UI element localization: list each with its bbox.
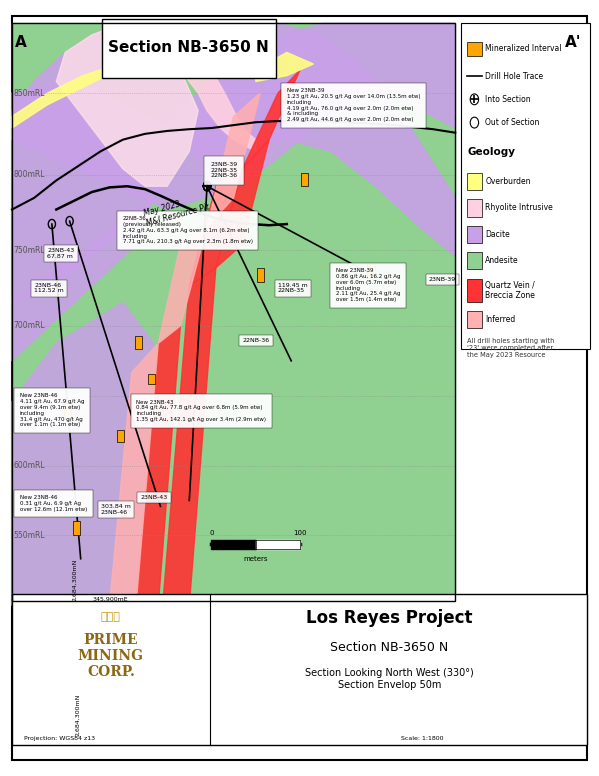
Bar	[467, 252, 482, 269]
Polygon shape	[243, 70, 300, 169]
Polygon shape	[163, 268, 216, 605]
Text: All drill holes starting with
'23' were completed after
the May 2023 Resource: All drill holes starting with '23' were …	[467, 338, 555, 358]
Text: 2,684,300mN: 2,684,300mN	[72, 559, 77, 601]
Polygon shape	[189, 23, 455, 256]
Polygon shape	[56, 23, 198, 186]
Bar	[461, 23, 590, 349]
Polygon shape	[12, 23, 455, 605]
Text: Section NB-3650 N: Section NB-3650 N	[330, 642, 449, 654]
Bar	[12, 23, 455, 605]
Bar	[12, 594, 587, 745]
Polygon shape	[12, 303, 154, 605]
Text: Inferred: Inferred	[485, 315, 516, 324]
Polygon shape	[256, 53, 313, 81]
Text: PRIME
MINING
CORP.: PRIME MINING CORP.	[78, 632, 144, 679]
Text: 23NB-43: 23NB-43	[141, 495, 168, 500]
Text: New 23NB-46
4.11 g/t Au, 67.9 g/t Ag
over 9.4m (9.1m etw)
including
31.4 g/t Au,: New 23NB-46 4.11 g/t Au, 67.9 g/t Ag ove…	[20, 393, 84, 428]
Text: 600mRL: 600mRL	[13, 461, 45, 470]
Text: 850mRL: 850mRL	[13, 88, 45, 98]
Text: Section Looking North West (330°)
Section Envelop 50m: Section Looking North West (330°) Sectio…	[305, 668, 474, 690]
Text: 119.45 m
22NB-35: 119.45 m 22NB-35	[278, 282, 308, 293]
Bar	[117, 429, 124, 442]
Text: May 2023
M&I Resource Pit: May 2023 M&I Resource Pit	[143, 192, 210, 228]
Text: 23NB-39: 23NB-39	[429, 277, 456, 282]
Text: 2,684,300mN: 2,684,300mN	[75, 693, 80, 736]
Text: New 23NB-39
1.23 g/t Au, 20.5 g/t Ag over 14.0m (13.5m etw)
including
4.19 g/t A: New 23NB-39 1.23 g/t Au, 20.5 g/t Ag ove…	[287, 88, 420, 123]
Text: Section NB-3650 N: Section NB-3650 N	[108, 40, 269, 55]
Bar	[256, 268, 264, 282]
Polygon shape	[12, 23, 198, 303]
Text: Drill Hole Trace: Drill Hole Trace	[485, 71, 543, 81]
Polygon shape	[12, 198, 154, 361]
Text: Overburden: Overburden	[485, 177, 531, 186]
Bar	[467, 279, 482, 302]
Text: 23NB-46
112.52 m: 23NB-46 112.52 m	[34, 282, 64, 293]
Polygon shape	[158, 227, 207, 343]
Polygon shape	[12, 23, 455, 210]
Polygon shape	[216, 140, 269, 268]
Text: 22NB-36: 22NB-36	[243, 338, 270, 343]
Text: Quartz Vein /
Breccia Zone: Quartz Vein / Breccia Zone	[485, 281, 535, 300]
Text: Scale: 1:1800: Scale: 1:1800	[401, 736, 443, 741]
Text: 22NB-36
(previously released)
2.42 g/t Au, 63.3 g/t Ag over 8.1m (6.2m etw)
incl: 22NB-36 (previously released) 2.42 g/t A…	[123, 217, 253, 244]
Bar	[72, 521, 80, 535]
Text: 0: 0	[209, 531, 214, 536]
Text: meters: meters	[244, 556, 268, 562]
Text: New 23NB-39
0.86 g/t Au, 16.2 g/t Ag
over 6.0m (5.7m etw)
including
2.11 g/t Au,: New 23NB-39 0.86 g/t Au, 16.2 g/t Ag ove…	[335, 268, 400, 302]
Polygon shape	[207, 93, 260, 227]
Text: 750mRL: 750mRL	[13, 246, 45, 255]
Polygon shape	[136, 326, 180, 605]
Bar	[64, 403, 71, 419]
Text: Into Section: Into Section	[485, 95, 531, 104]
Text: Dacite: Dacite	[485, 230, 510, 239]
Text: Projection: WGS84 z13: Projection: WGS84 z13	[24, 736, 95, 741]
Text: ⬛⬛⬛: ⬛⬛⬛	[101, 612, 121, 622]
Polygon shape	[110, 343, 158, 605]
Polygon shape	[145, 23, 256, 151]
Text: A': A'	[564, 35, 581, 50]
FancyBboxPatch shape	[102, 19, 276, 78]
Bar	[367, 265, 374, 275]
Text: New 23NB-46
0.31 g/t Au, 6.9 g/t Ag
over 12.6m (12.1m etw): New 23NB-46 0.31 g/t Au, 6.9 g/t Ag over…	[20, 495, 87, 511]
Text: 700mRL: 700mRL	[13, 321, 45, 331]
Polygon shape	[12, 53, 145, 128]
Bar	[467, 226, 482, 243]
Bar	[467, 199, 482, 217]
Text: 500mRL: 500mRL	[13, 595, 45, 604]
Text: 345,900mE: 345,900mE	[93, 597, 129, 601]
Polygon shape	[189, 169, 243, 285]
Text: 100: 100	[294, 531, 307, 536]
Text: 23NB-39
22NB-35
22NB-36: 23NB-39 22NB-35 22NB-36	[210, 162, 237, 178]
Bar	[467, 42, 482, 56]
Text: Rhyolite Intrusive: Rhyolite Intrusive	[485, 203, 553, 213]
Bar	[135, 337, 142, 349]
Bar	[467, 311, 482, 328]
Text: 23NB-43
67.87 m: 23NB-43 67.87 m	[47, 248, 75, 258]
Text: 800mRL: 800mRL	[13, 170, 45, 179]
Text: Out of Section: Out of Section	[485, 118, 540, 127]
Text: 303.84 m
23NB-46: 303.84 m 23NB-46	[101, 504, 131, 514]
Bar	[148, 374, 155, 384]
Text: 550mRL: 550mRL	[13, 531, 45, 540]
Bar	[467, 173, 482, 190]
Bar	[12, 23, 455, 601]
Text: Andesite: Andesite	[485, 256, 519, 265]
Bar	[301, 174, 308, 186]
Text: Mineralized Interval: Mineralized Interval	[485, 44, 562, 54]
Text: Los Reyes Project: Los Reyes Project	[306, 609, 473, 627]
Text: 650mRL: 650mRL	[13, 391, 45, 400]
Text: A: A	[15, 35, 27, 50]
Text: Geology: Geology	[467, 147, 515, 157]
Text: New 23NB-43
0.84 g/t Au, 77.8 g/t Ag over 6.8m (5.9m etw)
including
1.35 g/t Au,: New 23NB-43 0.84 g/t Au, 77.8 g/t Ag ove…	[136, 400, 266, 422]
